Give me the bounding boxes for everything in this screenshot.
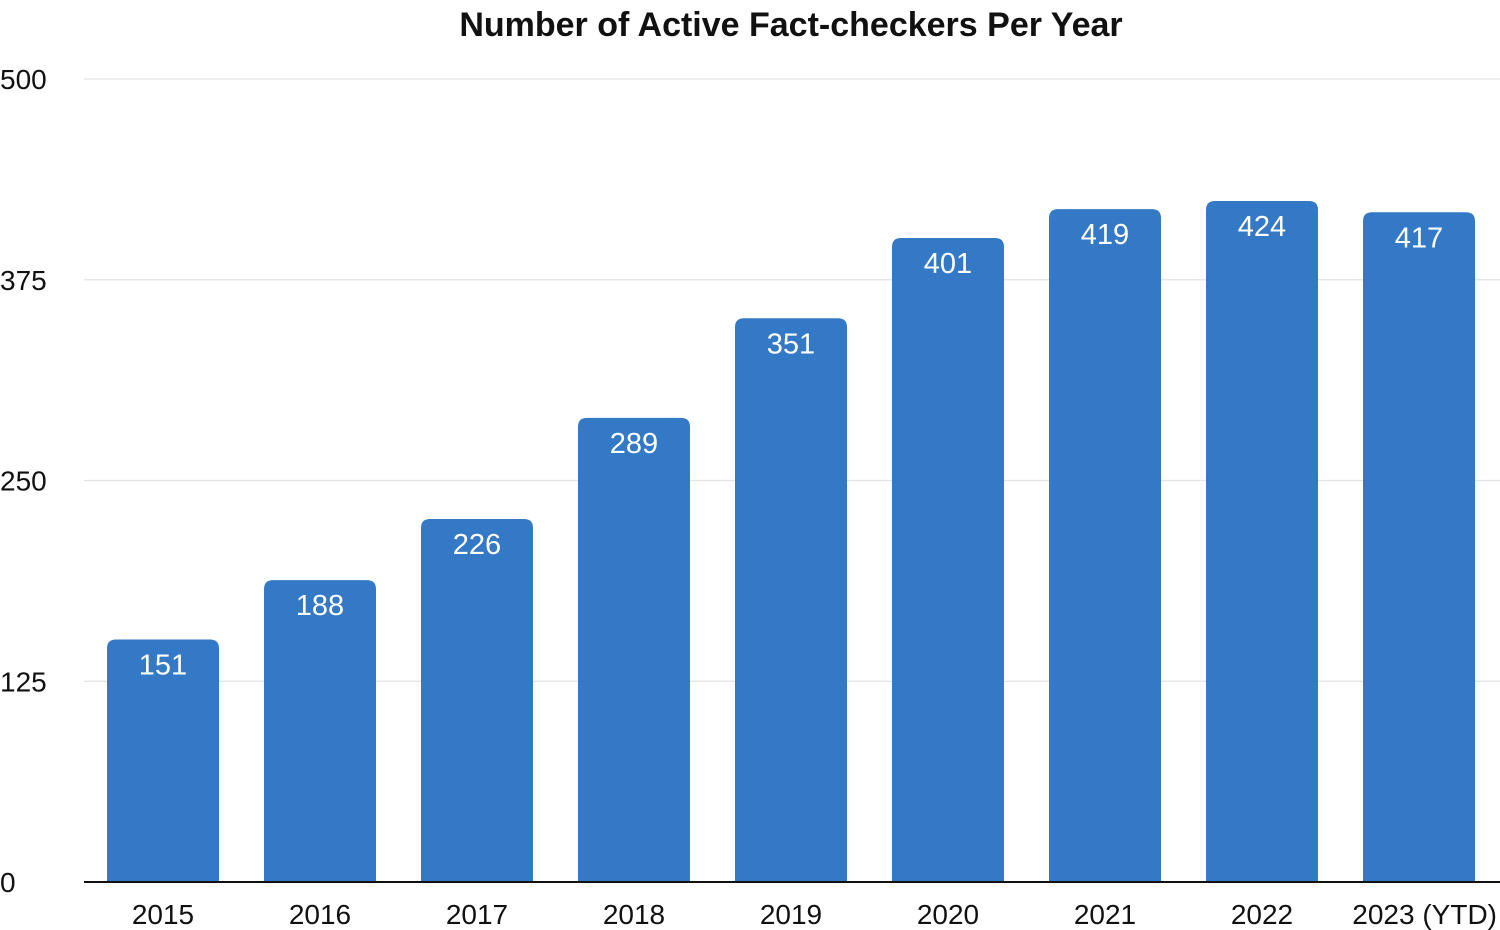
data-labels: 151 188 226 289 351 401 419 424 417 (139, 211, 1443, 681)
data-label-2022: 424 (1238, 211, 1286, 243)
bar-2015 (107, 639, 219, 882)
bar-2017 (421, 519, 533, 882)
bar-2018 (578, 417, 690, 882)
y-tick-label-250: 250 (0, 466, 47, 497)
data-label-2017: 226 (453, 529, 501, 561)
data-label-2016: 188 (296, 590, 344, 622)
chart-title: Number of Active Fact-checkers Per Year (459, 6, 1122, 44)
x-tick-label-2017: 2017 (446, 899, 508, 930)
y-tick-label-375: 375 (0, 265, 47, 296)
y-tick-label-500: 500 (0, 64, 47, 95)
data-label-2019: 351 (767, 328, 815, 360)
x-tick-label-2018: 2018 (603, 899, 665, 930)
x-tick-label-2020: 2020 (917, 899, 979, 930)
y-axis-tick-labels: 0 125 250 375 500 (0, 64, 47, 898)
bar-2019 (735, 318, 847, 882)
x-tick-label-2022: 2022 (1231, 899, 1293, 930)
x-tick-label-2016: 2016 (289, 899, 351, 930)
bar-2022 (1206, 201, 1318, 882)
data-label-2020: 401 (924, 248, 972, 280)
x-tick-label-2021: 2021 (1074, 899, 1136, 930)
bar-2021 (1049, 209, 1161, 882)
data-label-2015: 151 (139, 649, 187, 681)
data-label-2021: 419 (1081, 219, 1129, 251)
y-tick-label-125: 125 (0, 666, 47, 697)
bar-2023 (YTD) (1363, 212, 1475, 883)
data-label-2018: 289 (610, 428, 658, 460)
bars (107, 201, 1475, 883)
bar-2020 (892, 237, 1004, 882)
x-tick-label-2015: 2015 (132, 899, 194, 930)
x-tick-label-2019: 2019 (760, 899, 822, 930)
x-axis-tick-labels: 2015 2016 2017 2018 2019 2020 2021 2022 2023 (YT… (132, 899, 1497, 930)
x-tick-label-2023 (YTD): 2023 (YTD) (1352, 899, 1497, 930)
bar-2016 (264, 580, 376, 882)
data-label-2023 (YTD): 417 (1395, 222, 1443, 254)
y-tick-label-0: 0 (0, 867, 16, 898)
